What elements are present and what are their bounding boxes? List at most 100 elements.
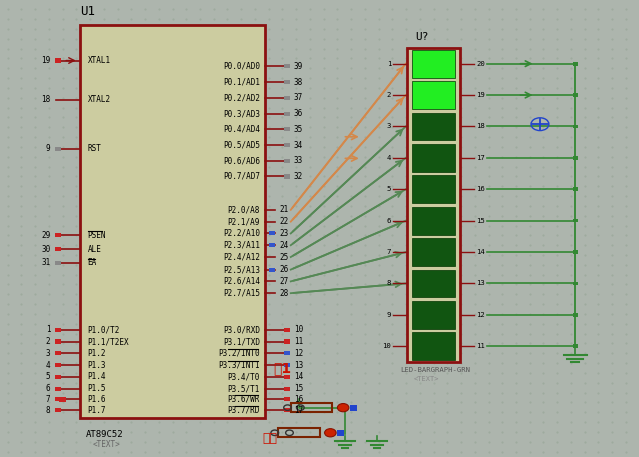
Text: P1.3: P1.3 (88, 361, 106, 370)
Text: P2.2/A10: P2.2/A10 (223, 229, 260, 238)
Bar (284, 340, 289, 344)
Text: P3.6/WR: P3.6/WR (227, 395, 260, 404)
Text: 10: 10 (382, 343, 391, 349)
Text: 8: 8 (387, 281, 391, 287)
Text: P2.3/A11: P2.3/A11 (223, 241, 260, 250)
Text: 3: 3 (387, 123, 391, 129)
Text: 19: 19 (476, 92, 485, 98)
Text: 37: 37 (294, 93, 303, 102)
Text: P1.6: P1.6 (88, 395, 106, 404)
Text: 16: 16 (294, 395, 303, 404)
Text: P0.3/AD3: P0.3/AD3 (223, 109, 260, 118)
Text: <TEXT>: <TEXT> (413, 376, 439, 382)
Text: 23: 23 (280, 229, 289, 238)
Bar (412, 301, 455, 329)
Text: 31: 31 (42, 258, 50, 267)
Text: 26: 26 (280, 265, 289, 274)
Bar (284, 80, 289, 84)
Bar (55, 234, 61, 238)
Bar (55, 340, 61, 344)
Text: 35: 35 (294, 125, 303, 134)
Bar (55, 375, 61, 379)
Text: P2.4/A12: P2.4/A12 (223, 253, 260, 261)
Text: U?: U? (415, 32, 429, 42)
Text: 18: 18 (42, 96, 50, 104)
Bar (55, 397, 61, 401)
Text: 11: 11 (476, 343, 485, 349)
Bar (412, 144, 455, 172)
Bar (59, 397, 66, 402)
Text: 39: 39 (294, 62, 303, 71)
Bar (55, 58, 61, 63)
Text: P0.7/AD7: P0.7/AD7 (223, 172, 260, 181)
Text: 2: 2 (46, 337, 50, 346)
Text: P3.5/T1: P3.5/T1 (227, 384, 260, 393)
Text: 加1: 加1 (273, 361, 291, 376)
Bar (412, 207, 455, 234)
Bar (412, 81, 455, 109)
Text: 1: 1 (46, 325, 50, 334)
Text: <TEXT>: <TEXT> (93, 440, 120, 449)
Text: 32: 32 (294, 172, 303, 181)
Text: P2.1/A9: P2.1/A9 (227, 217, 260, 226)
Text: 14: 14 (476, 249, 485, 255)
Text: P2.7/A15: P2.7/A15 (223, 289, 260, 298)
Text: 6: 6 (387, 218, 391, 223)
Text: 4: 4 (46, 361, 50, 370)
Text: 36: 36 (294, 109, 303, 118)
Text: 5: 5 (46, 372, 50, 382)
Bar (573, 219, 578, 223)
Text: 38: 38 (294, 78, 303, 87)
Text: PSEN: PSEN (88, 231, 106, 240)
Text: 5: 5 (387, 186, 391, 192)
Text: 15: 15 (294, 384, 303, 393)
Text: P3.3/INT1: P3.3/INT1 (219, 361, 260, 370)
Text: 29: 29 (42, 231, 50, 240)
Bar (270, 243, 275, 247)
Text: 减一: 减一 (262, 432, 277, 445)
Text: 7: 7 (387, 249, 391, 255)
Text: 20: 20 (476, 61, 485, 67)
Bar (573, 125, 578, 128)
Bar (284, 408, 289, 412)
Bar (284, 96, 289, 100)
Bar (284, 127, 289, 131)
Text: 14: 14 (294, 372, 303, 382)
Text: 33: 33 (294, 156, 303, 165)
Text: P1.2: P1.2 (88, 349, 106, 358)
Bar (573, 313, 578, 317)
Bar (337, 430, 344, 436)
Text: 3: 3 (46, 349, 50, 358)
Text: XTAL2: XTAL2 (88, 96, 111, 104)
Text: P3.2/INT0: P3.2/INT0 (219, 349, 260, 358)
Text: P0.1/AD1: P0.1/AD1 (223, 78, 260, 87)
Text: EA: EA (88, 258, 96, 267)
Text: 1: 1 (387, 61, 391, 67)
Bar (573, 62, 578, 65)
Text: P3.4/T0: P3.4/T0 (227, 372, 260, 382)
Text: 27: 27 (280, 277, 289, 286)
Text: 17: 17 (294, 406, 303, 415)
Text: 19: 19 (42, 56, 50, 65)
Text: P0.2/AD2: P0.2/AD2 (223, 93, 260, 102)
Text: P2.5/A13: P2.5/A13 (223, 265, 260, 274)
Text: P1.5: P1.5 (88, 384, 106, 393)
Text: 22: 22 (280, 217, 289, 226)
Bar (55, 147, 61, 151)
Text: 16: 16 (476, 186, 485, 192)
Bar (284, 363, 289, 367)
Text: P2.6/A14: P2.6/A14 (223, 277, 260, 286)
Text: 9: 9 (46, 144, 50, 154)
Bar (284, 112, 289, 116)
Bar (412, 175, 455, 203)
Text: 21: 21 (280, 205, 289, 214)
Text: ALE: ALE (88, 244, 102, 254)
Text: 10: 10 (294, 325, 303, 334)
Bar (284, 143, 289, 147)
Bar (55, 363, 61, 367)
Text: P1.0/T2: P1.0/T2 (88, 325, 120, 334)
Text: 12: 12 (294, 349, 303, 358)
Text: 8: 8 (46, 406, 50, 415)
Bar (55, 261, 61, 265)
Text: XTAL1: XTAL1 (88, 56, 111, 65)
